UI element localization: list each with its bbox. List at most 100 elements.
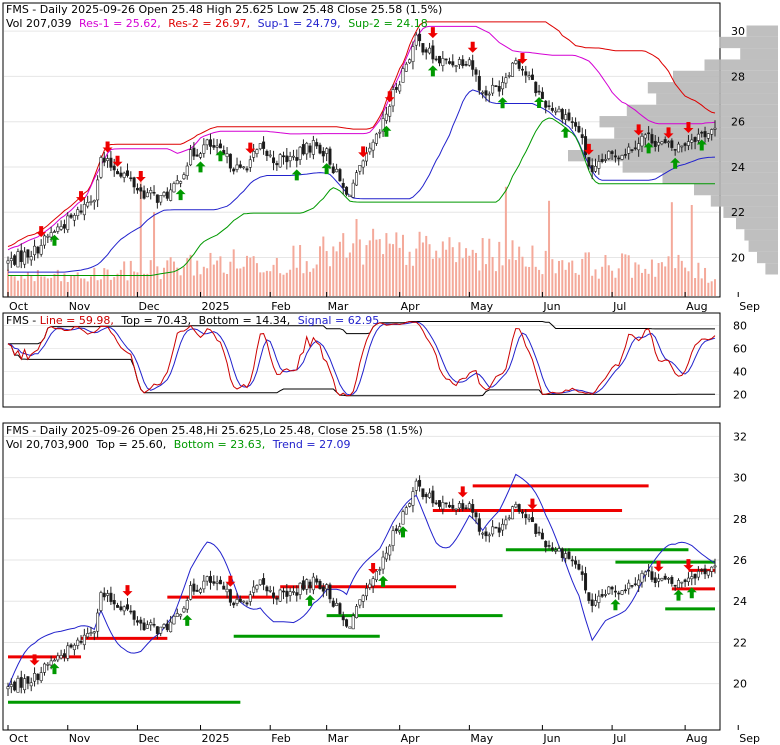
volume-bar	[192, 275, 195, 296]
candle-body	[447, 61, 451, 64]
trend-candle-body	[355, 606, 359, 619]
volume-bar	[704, 267, 707, 296]
trend-candle-body	[145, 624, 149, 629]
volume-bar	[514, 260, 517, 296]
trend-candle-body	[570, 559, 574, 562]
trend-candle-body	[600, 594, 604, 597]
candle-body	[670, 140, 674, 148]
candle-body	[408, 59, 412, 64]
trend-x-tick-label: Dec	[138, 732, 159, 745]
trend-candle-body	[152, 623, 156, 626]
trend-x-tick-label: Aug	[686, 732, 707, 745]
trend-candle-body	[208, 576, 212, 583]
price-y-tick-label: 22	[731, 206, 745, 219]
trend-candle-body	[272, 592, 276, 598]
volume-bar	[475, 252, 478, 296]
trend-candle-body	[185, 600, 189, 610]
volume-bar	[229, 261, 232, 296]
volume-bar	[654, 276, 657, 296]
volume-bar	[451, 247, 454, 296]
candle-body	[112, 165, 116, 171]
trend-x-tick-label: Mar	[328, 732, 349, 745]
candle-body	[252, 151, 256, 158]
res2-label: Res-2 = 26.97,	[168, 17, 250, 30]
candle-body	[567, 112, 571, 121]
buy-arrow	[643, 142, 654, 154]
trend-candle-body	[660, 578, 664, 581]
candle-body	[205, 139, 209, 146]
volume-bar	[345, 257, 348, 296]
sell-arrow	[517, 52, 528, 64]
candle-body	[6, 260, 10, 264]
candle-body	[667, 141, 671, 144]
trend-candle-body	[116, 604, 120, 608]
candle-body	[139, 187, 143, 192]
trend-candle-body	[96, 612, 100, 632]
volume-bar	[604, 255, 607, 296]
trend-candle-body	[587, 592, 591, 601]
trend-candle-body	[69, 644, 73, 648]
candle-body	[441, 58, 445, 66]
volume-bar	[428, 244, 431, 296]
candle-body	[647, 132, 651, 135]
trend-candle-body	[690, 576, 694, 580]
volume-bar	[382, 254, 385, 296]
volume-bar	[680, 260, 683, 296]
trend-candle-body	[394, 528, 398, 532]
candle-body	[46, 235, 50, 238]
volume-bar	[275, 257, 278, 296]
volume-bar	[597, 278, 600, 296]
trend-candle-body	[623, 589, 627, 592]
candle-body	[660, 141, 664, 145]
trend-candle-body	[318, 580, 322, 589]
candle-body	[262, 141, 266, 149]
volume-bar	[581, 258, 584, 296]
volume-bar	[36, 270, 39, 296]
candle-body	[550, 107, 554, 111]
volume-bar	[657, 263, 660, 296]
candle-body	[603, 159, 607, 161]
oscillator-title: FMS -	[6, 314, 40, 327]
volume-bar	[43, 276, 46, 296]
candle-body	[159, 195, 163, 203]
candle-body	[122, 172, 126, 178]
volume-bar	[415, 248, 418, 296]
trend-candle-body	[325, 584, 329, 590]
volume-profile-bar	[694, 183, 778, 196]
candle-body	[438, 55, 442, 64]
trend-arrows	[29, 486, 697, 675]
oscillator-main-line	[7, 320, 716, 397]
candle-body	[388, 106, 392, 117]
candle-body	[208, 139, 212, 147]
volume-bar	[697, 262, 700, 296]
price-x-axis: Oct Nov Dec 2025 Feb Mar Apr May Jun Jul Aug Sep	[7, 292, 760, 313]
volume-bar	[302, 273, 305, 296]
volume-bar	[587, 252, 590, 296]
volume-bar	[431, 258, 434, 296]
volume-bar	[262, 272, 265, 296]
candle-body	[620, 155, 624, 160]
volume-bar	[33, 281, 36, 296]
trend-buy-arrow	[673, 589, 684, 601]
candle-body	[421, 43, 425, 53]
candle-body	[693, 137, 697, 142]
sell-arrow	[384, 91, 395, 103]
candle-body	[119, 172, 123, 177]
trend-buy-arrow	[610, 599, 621, 611]
volume-bar	[614, 277, 617, 296]
trend-candle-body	[371, 578, 375, 587]
candle-body	[444, 58, 448, 61]
trend-candle-body	[76, 639, 80, 646]
trend-y-tick-label: 26	[733, 554, 747, 567]
trend-candle-body	[511, 506, 515, 520]
volume-bar	[687, 271, 690, 296]
candle-body	[464, 64, 468, 66]
trend-candle-body	[172, 615, 176, 625]
volume-bar	[10, 275, 13, 296]
candle-body	[56, 226, 60, 232]
volume-bar	[209, 252, 212, 296]
candle-body	[86, 202, 90, 207]
volume-bar	[521, 256, 524, 296]
trend-candle-body	[388, 545, 392, 556]
candle-body	[554, 110, 558, 113]
